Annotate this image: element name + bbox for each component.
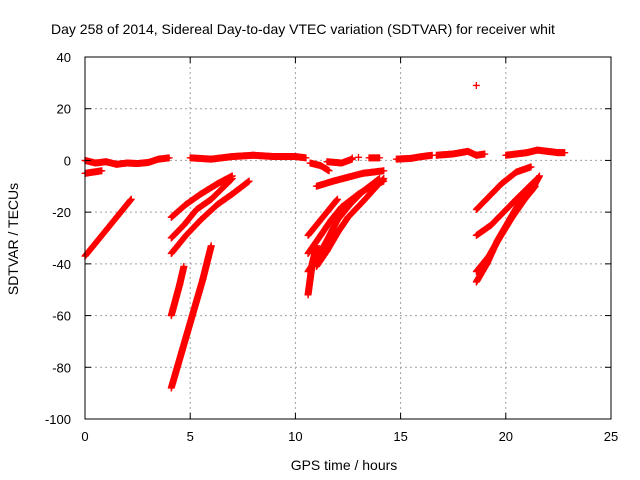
- data-segment-0: [81, 154, 173, 168]
- data-segment-18: [392, 151, 436, 163]
- data-point: [180, 262, 188, 270]
- data-point: [376, 154, 384, 162]
- chart-title: Day 258 of 2014, Sidereal Day-to-day VTE…: [51, 21, 555, 37]
- x-tick-label: 25: [604, 429, 618, 444]
- x-tick-label: 15: [393, 429, 407, 444]
- data-point: [228, 175, 236, 183]
- data-segment-17: [365, 154, 384, 162]
- data-segment-19: [432, 147, 489, 159]
- data-point: [380, 167, 388, 175]
- y-tick-label: -20: [52, 205, 71, 220]
- data-segment-12: [312, 175, 388, 270]
- x-tick-label: 0: [81, 429, 88, 444]
- data-point: [481, 150, 489, 158]
- data-point: [535, 172, 543, 180]
- data-point: [302, 154, 310, 162]
- plot-frame: [84, 56, 612, 420]
- y-axis-title: SDTVAR / TECUs: [5, 183, 21, 295]
- data-segment-16: [323, 155, 356, 167]
- data-segment-2: [81, 195, 135, 260]
- data-segment-15: [306, 159, 333, 175]
- grid: [85, 57, 611, 419]
- data-point: [165, 154, 173, 162]
- data-segment-24: [502, 146, 569, 159]
- x-tick-label: 10: [288, 429, 302, 444]
- x-tick-label: 20: [499, 429, 513, 444]
- data-segment-14: [312, 167, 388, 190]
- data-segment-3: [167, 172, 236, 221]
- y-tick-label: -100: [45, 412, 71, 427]
- data-point: [207, 242, 215, 250]
- data-point: [98, 167, 106, 175]
- data-segment-8: [186, 151, 310, 163]
- x-tick-label: 5: [187, 429, 194, 444]
- data-segment-6: [167, 262, 188, 320]
- data-point: [380, 175, 388, 183]
- axis-ticks: 0 5 10 15 20 25 -100 -80 -60 -40 -20 0 20 40: [45, 50, 618, 444]
- data-segment-7: [167, 242, 215, 392]
- data-point-1: [348, 154, 356, 162]
- data-point: [245, 177, 253, 185]
- y-tick-label: 20: [57, 102, 71, 117]
- data-point-0: [472, 81, 480, 89]
- data-point: [325, 167, 333, 175]
- data-point: [127, 195, 135, 203]
- data-point: [531, 182, 539, 190]
- data-segment-11: [304, 177, 388, 258]
- data-segment-4: [167, 175, 236, 242]
- y-tick-label: -40: [52, 257, 71, 272]
- data-marks: [81, 81, 569, 392]
- y-tick-label: -80: [52, 360, 71, 375]
- data-point-2: [355, 153, 363, 161]
- y-tick-label: 0: [64, 153, 71, 168]
- data-segment-1: [81, 167, 106, 177]
- data-segment-5: [167, 177, 253, 258]
- data-point: [527, 163, 535, 171]
- x-axis-title: GPS time / hours: [291, 457, 398, 473]
- data-point: [561, 149, 569, 157]
- y-tick-label: 40: [57, 50, 71, 65]
- data-point: [333, 195, 341, 203]
- data-segment-23: [472, 182, 539, 276]
- data-segment-13: [304, 195, 341, 239]
- y-tick-label: -60: [52, 309, 71, 324]
- data-segment-20: [472, 163, 535, 214]
